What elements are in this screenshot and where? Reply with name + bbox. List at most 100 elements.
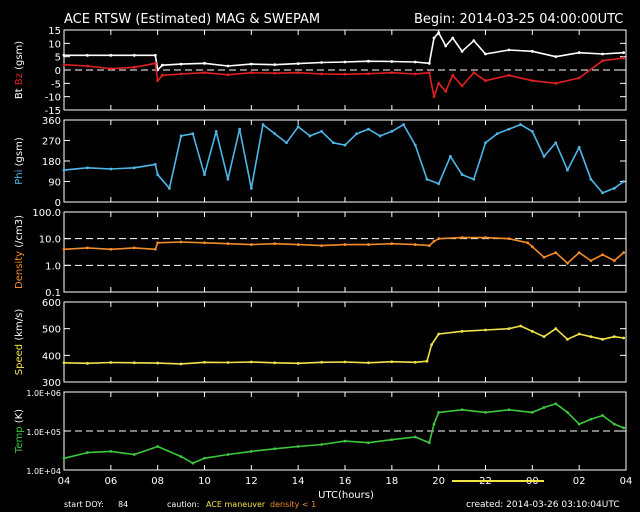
series-line-speed <box>63 325 624 365</box>
data-point-speed <box>622 336 626 340</box>
data-point-bz <box>86 64 89 68</box>
data-point-bz <box>343 72 347 76</box>
y-tick-label: 1.0E+05 <box>26 428 61 437</box>
y-axis-label-part: (/cm3) <box>14 215 25 251</box>
data-point-bt <box>432 36 436 40</box>
data-point-bz <box>451 73 455 77</box>
chart-title: ACE RTSW (Estimated) MAG & SWEPAM <box>64 12 320 27</box>
data-point-phi <box>86 166 89 170</box>
data-point-speed <box>519 324 523 328</box>
data-point-density <box>612 259 616 263</box>
data-point-density <box>86 246 89 250</box>
data-point-bz <box>622 56 626 60</box>
x-tick-label: 10 <box>198 476 211 487</box>
data-point-phi <box>238 127 242 131</box>
data-point-bz <box>484 79 487 83</box>
data-point-density <box>153 247 157 251</box>
data-point-speed <box>612 335 616 339</box>
data-point-phi <box>460 173 464 177</box>
data-point-bz <box>153 61 157 65</box>
data-point-speed <box>542 335 546 339</box>
data-point-bt <box>132 53 136 57</box>
data-point-phi <box>530 129 534 133</box>
data-point-speed <box>566 337 569 341</box>
data-point-temp <box>554 402 558 406</box>
y-tick-label: -15 <box>45 106 61 117</box>
caution-density: density < 1 <box>270 500 316 509</box>
series-line-temp <box>63 402 624 464</box>
data-point-temp <box>432 422 436 426</box>
data-point-bt <box>554 55 558 59</box>
data-point-bt <box>320 61 323 64</box>
data-point-bt <box>62 53 66 57</box>
data-point-density <box>601 253 604 257</box>
data-point-density <box>484 236 487 239</box>
data-point-speed <box>226 361 230 364</box>
y-tick-label: 0 <box>55 66 61 77</box>
data-point-temp <box>390 438 394 442</box>
x-tick-label: 16 <box>339 476 352 487</box>
data-point-speed <box>577 332 581 336</box>
y-tick-label: 1.0 <box>45 261 61 272</box>
data-point-bz <box>62 63 66 67</box>
y-tick-label: 500 <box>42 325 61 336</box>
plot-layer: -15 -10 -5 0 5 10 15 Bt Bz (gsm) 0 90 180 270 360 Phi… <box>14 26 632 487</box>
data-point-bz <box>444 89 448 93</box>
data-point-bt <box>577 51 581 55</box>
data-point-speed <box>296 361 300 365</box>
y-tick-label: 0.1 <box>45 288 61 299</box>
y-tick-label: -5 <box>51 79 61 90</box>
x-tick-label: 06 <box>104 476 117 487</box>
data-point-bz <box>109 67 113 71</box>
data-point-density <box>530 245 534 249</box>
data-point-bt <box>343 60 347 64</box>
y-tick-label: 180 <box>42 157 61 168</box>
data-point-bt <box>179 62 183 66</box>
data-point-phi <box>153 163 157 166</box>
data-point-speed <box>530 329 534 333</box>
data-point-density <box>460 236 464 239</box>
data-point-speed <box>430 343 434 347</box>
data-point-phi <box>472 177 476 181</box>
data-point-bz <box>179 72 183 76</box>
y-tick-label: 10.0 <box>39 235 61 246</box>
data-point-phi <box>331 141 335 145</box>
data-point-speed <box>249 360 253 364</box>
panel-phi: 0 90 180 270 360 Phi (gsm) <box>14 116 627 209</box>
data-point-temp <box>203 456 206 460</box>
data-point-density <box>432 239 436 243</box>
data-point-speed <box>367 361 370 365</box>
data-point-bt <box>273 63 277 67</box>
x-tick-label: 18 <box>385 476 398 487</box>
data-point-speed <box>179 362 183 366</box>
x-tick-label: 12 <box>245 476 258 487</box>
y-axis-label-part: (gsm) <box>14 137 25 169</box>
data-point-bt <box>427 61 431 65</box>
y-tick-label: 0 <box>55 198 61 209</box>
data-point-density <box>507 237 511 241</box>
data-point-density <box>526 241 530 245</box>
data-point-bt <box>451 36 455 40</box>
data-point-phi <box>203 173 206 177</box>
y-axis-label-part: (gsm) <box>14 41 25 73</box>
data-point-density <box>249 243 253 246</box>
data-point-phi <box>273 132 277 136</box>
data-point-bz <box>460 84 464 88</box>
data-point-density <box>390 242 394 246</box>
data-point-phi <box>320 129 323 133</box>
data-point-phi <box>437 182 441 186</box>
data-point-speed <box>62 361 66 365</box>
data-point-temp <box>86 451 89 454</box>
data-point-phi <box>132 166 136 170</box>
data-point-temp <box>413 435 417 439</box>
y-axis-label-part: Bz <box>14 73 25 88</box>
data-point-phi <box>378 134 382 138</box>
y-axis-label-part: Speed <box>14 344 25 375</box>
data-point-density <box>554 251 558 255</box>
data-point-bz <box>132 65 136 69</box>
data-point-density <box>566 261 569 265</box>
data-point-density <box>413 243 417 246</box>
data-point-phi <box>413 143 417 147</box>
y-axis-label: Phi (gsm) <box>14 137 25 185</box>
